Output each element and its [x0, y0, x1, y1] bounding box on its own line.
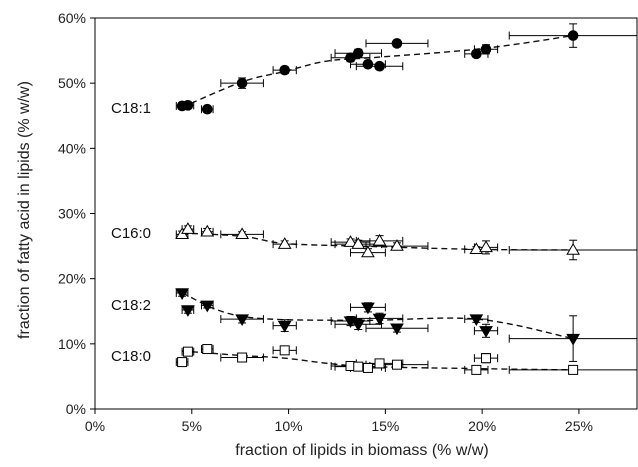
data-point-c18-0	[237, 352, 248, 363]
data-point-c18-2	[361, 302, 375, 315]
data-point-c18-2	[351, 319, 366, 332]
x-tick-label: 15%	[371, 418, 399, 434]
data-point-c18-1	[236, 77, 248, 89]
data-point-c16-0	[343, 235, 358, 247]
data-point-c16-0	[479, 240, 493, 253]
data-point-c18-2	[200, 300, 215, 313]
data-point-c18-1	[391, 38, 403, 49]
y-axis-label: fraction of fatty acid in lipids (% w/w)	[16, 81, 33, 339]
data-point-c16-0	[277, 237, 292, 249]
data-point-c16-0	[390, 239, 404, 251]
y-tick-label: 20%	[58, 271, 86, 287]
series-label-c18-2: C18:2	[111, 297, 151, 314]
data-point-c18-1	[182, 100, 194, 111]
data-point-c18-2	[469, 314, 484, 327]
data-point-c18-2	[479, 326, 493, 338]
data-point-c18-0	[177, 357, 188, 368]
data-point-c18-2	[175, 288, 189, 300]
data-point-c18-0	[353, 361, 364, 372]
data-point-c18-0	[374, 358, 385, 369]
data-point-c18-1	[480, 43, 492, 55]
x-tick-label: 10%	[275, 418, 303, 434]
data-point-c18-0	[568, 364, 579, 375]
y-tick-label: 10%	[58, 336, 86, 352]
axis-ticks: 0% 5% 10% 15% 20% 25% 0% 10% 20% 30% 40% 50% 60%	[58, 10, 593, 434]
y-tick-label: 30%	[58, 206, 86, 222]
data-point-c18-1	[279, 64, 291, 76]
data-point-c18-0	[362, 362, 373, 373]
data-point-c18-1	[362, 58, 374, 70]
data-point-c18-1	[352, 47, 364, 59]
data-point-c18-1	[471, 48, 482, 60]
data-point-c18-1	[345, 52, 356, 64]
y-tick-label: 40%	[58, 140, 86, 156]
data-point-c16-0	[361, 245, 375, 258]
x-tick-label: 25%	[565, 418, 593, 434]
x-tick-label: 5%	[182, 418, 202, 434]
data-point-c18-0	[471, 364, 482, 375]
x-axis-label: fraction of lipids in biomass (% w/w)	[235, 442, 488, 459]
data-point-c16-0	[372, 233, 387, 246]
y-tick-label: 0%	[66, 401, 86, 417]
data-point-c16-0	[200, 224, 215, 237]
trend-line-c18-1	[181, 34, 574, 108]
data-point-c18-1	[201, 103, 213, 115]
plot-area-border	[94, 17, 638, 410]
y-tick-label: 60%	[58, 10, 86, 26]
data-point-c18-0	[279, 345, 290, 356]
data-point-c18-2	[277, 320, 292, 333]
data-point-c16-0	[181, 222, 195, 234]
data-point-c16-0	[469, 242, 484, 255]
data-point-c16-0	[235, 227, 249, 240]
plot-frame	[94, 17, 638, 410]
series-label-c18-1: C18:1	[111, 100, 151, 117]
data-point-c18-0	[182, 346, 193, 357]
data-point-c18-2	[181, 305, 195, 317]
x-tick-label: 20%	[468, 418, 496, 434]
data-point-c18-0	[391, 359, 402, 370]
data-point-c18-1	[374, 60, 385, 72]
series-label-c16-0: C16:0	[111, 225, 151, 242]
data-point-c18-2	[235, 314, 249, 327]
data-point-c18-1	[567, 30, 579, 41]
error-bars	[175, 23, 638, 374]
y-tick-label: 50%	[58, 75, 86, 91]
x-tick-label: 0%	[85, 418, 105, 434]
data-markers	[175, 30, 580, 375]
data-point-c18-0	[202, 344, 213, 355]
data-point-c18-2	[372, 313, 387, 326]
data-point-c18-0	[481, 353, 492, 364]
data-point-c18-2	[390, 323, 404, 336]
data-point-c16-0	[566, 243, 580, 255]
data-point-c16-0	[351, 237, 366, 249]
series-label-c18-0: C18:0	[111, 348, 151, 365]
data-point-c18-2	[566, 333, 580, 346]
